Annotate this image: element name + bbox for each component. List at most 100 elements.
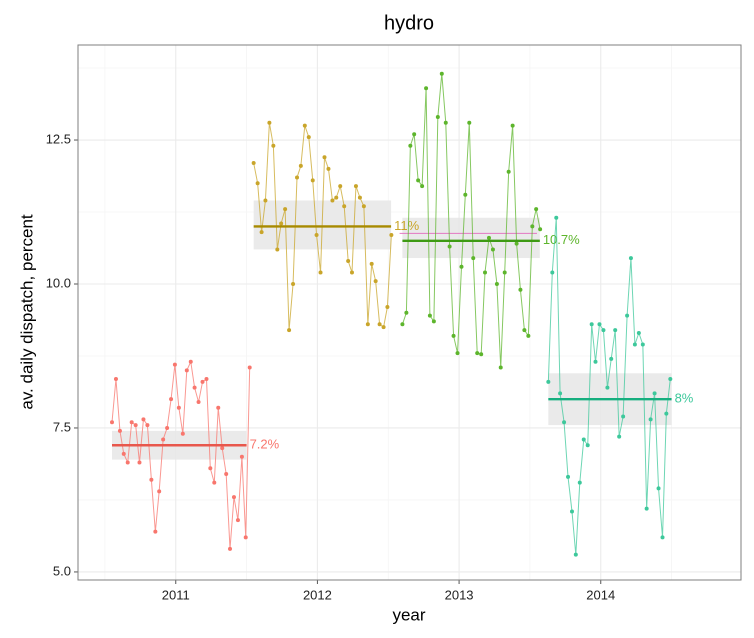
data-point [640, 342, 645, 347]
data-point [589, 322, 594, 327]
data-point [526, 333, 531, 338]
data-point [471, 256, 476, 261]
data-point [617, 434, 622, 439]
data-point [302, 123, 307, 128]
data-point [192, 385, 197, 390]
data-point [506, 169, 511, 174]
data-point [668, 377, 673, 382]
data-point [357, 195, 362, 200]
data-point [373, 279, 378, 284]
data-point [255, 181, 260, 186]
data-point [298, 163, 303, 168]
plot-background [78, 45, 741, 580]
data-point [275, 247, 280, 252]
data-point [235, 518, 240, 523]
data-point [330, 198, 335, 203]
plot-border [77, 44, 742, 581]
x-tick-label: 2012 [303, 587, 332, 602]
data-point [220, 446, 225, 451]
y-tick-label: 5.0 [53, 563, 71, 578]
data-point [636, 330, 641, 335]
data-point [184, 368, 189, 373]
data-point [447, 244, 452, 249]
data-point [247, 365, 252, 370]
data-point [129, 420, 134, 425]
data-point [613, 328, 618, 333]
data-point [365, 322, 370, 327]
data-point [287, 328, 292, 333]
data-point [427, 313, 432, 318]
data-point [435, 114, 440, 119]
data-point [113, 377, 118, 382]
data-point [609, 356, 614, 361]
data-point [412, 132, 417, 137]
data-point [443, 120, 448, 125]
data-point [385, 305, 390, 310]
data-point [141, 417, 146, 422]
data-point [404, 310, 409, 315]
data-point [463, 192, 468, 197]
data-point [400, 322, 405, 327]
data-point [149, 477, 154, 482]
data-point [621, 414, 626, 419]
x-tick-label: 2011 [162, 587, 190, 602]
data-point [534, 207, 539, 212]
data-point [161, 437, 166, 442]
data-point [585, 443, 590, 448]
data-point [117, 428, 122, 433]
data-point [652, 391, 657, 396]
data-point [271, 143, 276, 148]
chart-title: hydro [384, 12, 434, 34]
data-point [625, 313, 630, 318]
data-point [502, 270, 507, 275]
data-point [200, 379, 205, 384]
data-point [660, 535, 665, 540]
data-point [228, 546, 233, 551]
data-point [283, 207, 288, 212]
data-point [550, 270, 555, 275]
mean-label: 7.2% [250, 437, 280, 452]
data-point [628, 256, 633, 261]
data-point [279, 221, 284, 226]
data-point [369, 261, 374, 266]
data-point [381, 325, 386, 330]
data-point [486, 235, 491, 240]
data-point [326, 166, 331, 171]
y-tick-label: 10.0 [46, 275, 71, 290]
data-point [145, 423, 150, 428]
data-point [518, 287, 523, 292]
data-point [125, 460, 130, 465]
data-point [530, 224, 535, 229]
data-point [291, 281, 296, 286]
confidence-band [402, 217, 540, 259]
data-point [121, 451, 126, 456]
data-point [522, 328, 527, 333]
data-point [263, 198, 268, 203]
data-point [554, 215, 559, 220]
data-point [479, 352, 484, 357]
data-point [656, 486, 661, 491]
data-point [593, 359, 598, 364]
data-point [353, 184, 358, 189]
data-point [581, 437, 586, 442]
data-point [212, 480, 217, 485]
data-point [569, 509, 574, 514]
x-axis-title: year [392, 605, 425, 624]
data-point [361, 204, 366, 209]
data-point [664, 411, 669, 416]
data-point [439, 71, 444, 76]
data-point [172, 362, 177, 367]
x-tick-label: 2014 [586, 587, 615, 602]
data-point [295, 175, 300, 180]
data-point [475, 351, 480, 356]
data-point [377, 322, 382, 327]
data-point [137, 460, 142, 465]
data-point [318, 270, 323, 275]
data-point [451, 333, 456, 338]
data-point [334, 195, 339, 200]
data-point [459, 264, 464, 269]
series-line [253, 122, 392, 331]
y-axis-title: av. daily dispatch, percent [17, 214, 36, 410]
data-point [431, 319, 436, 324]
